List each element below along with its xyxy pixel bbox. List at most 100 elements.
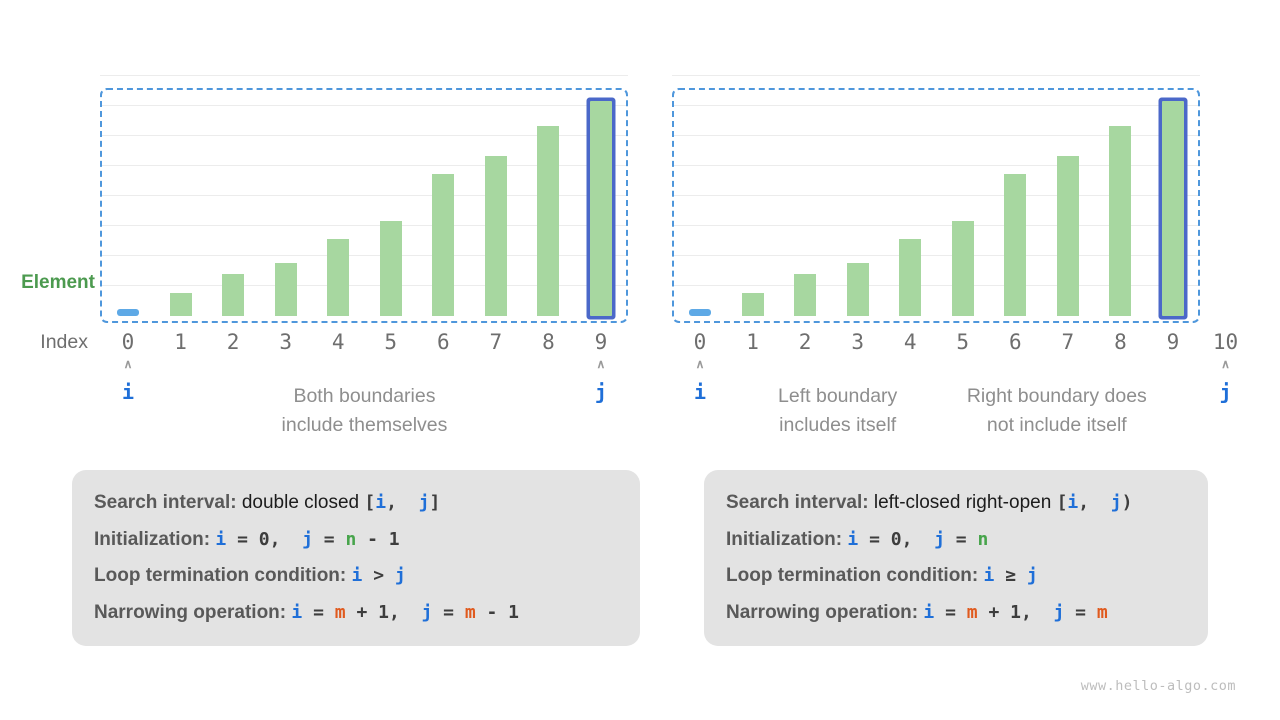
grid-line (672, 75, 1200, 76)
code-var-j: j (421, 601, 433, 623)
rules-panel-left-closed-right-open: Search interval: left-closed right-open … (704, 470, 1208, 646)
value-bar (432, 174, 455, 316)
code-var-m: m (966, 601, 978, 623)
code-var-i: i (983, 565, 995, 586)
grid-line (100, 105, 628, 106)
index-value: 5 (384, 330, 398, 354)
value-bar (741, 293, 764, 316)
code-var-j: j (302, 528, 313, 550)
index-value: 6 (436, 330, 450, 354)
index-value: 2 (798, 330, 812, 354)
code-text: = (934, 601, 967, 623)
pointer-label-i: i (121, 380, 135, 404)
index-value: 2 (226, 330, 240, 354)
grid-line (672, 285, 1200, 286)
code-var-i: i (375, 492, 387, 513)
element-axis-label: Element (21, 272, 95, 293)
value-bar (222, 274, 245, 316)
grid-line (672, 165, 1200, 166)
pointer-label-j: j (594, 380, 607, 404)
rule-row: Loop termination condition: i ≥ j (726, 558, 1208, 595)
rule-label: Initialization: (94, 528, 216, 550)
index-value: 4 (331, 330, 345, 354)
code-text: + 1, (345, 601, 422, 623)
value-bar (274, 263, 297, 316)
pointer-label-i: i (693, 380, 707, 404)
code-text: - 1 (475, 601, 520, 623)
code-var-j: j (394, 565, 406, 586)
code-text: ≥ (994, 565, 1027, 586)
code-text: [ (364, 492, 376, 513)
rule-label: Initialization: (726, 528, 848, 550)
index-value: 3 (851, 330, 864, 354)
rule-row: Initialization: i = 0, j = n (726, 522, 1208, 559)
grid-line (672, 135, 1200, 136)
code-var-m: m (1096, 601, 1108, 623)
code-var-i: i (1067, 492, 1079, 513)
rule-text: double closed (241, 492, 365, 513)
code-var-j: j (1110, 492, 1122, 513)
code-text: [ (1056, 492, 1068, 513)
value-bar (899, 239, 922, 316)
code-text: = (944, 528, 978, 550)
grid-line (100, 165, 628, 166)
index-value: 6 (1008, 330, 1022, 354)
value-bar (379, 221, 402, 316)
code-text: = 0, (858, 528, 935, 550)
code-text: - 1 (356, 528, 400, 550)
value-bar (169, 293, 192, 316)
index-value: 9 (1166, 330, 1180, 354)
rule-label: Loop termination condition: (726, 565, 984, 586)
interval-caption: Left boundary includes itself (698, 382, 978, 440)
grid-line (100, 195, 628, 196)
grid-line (100, 225, 628, 226)
rule-label: Narrowing operation: (94, 601, 292, 623)
index-value: 8 (1114, 330, 1127, 354)
caption-line: Left boundary (778, 385, 898, 407)
chart-left-closed-right-open: 0 1 2 3 4 5 6 7 8 9 10 ∧ i ∧ j Left boundary includes it… (672, 60, 1272, 460)
index-value: 1 (174, 330, 187, 354)
rule-label: Loop termination condition: (94, 565, 352, 586)
code-var-j: j (418, 492, 430, 513)
pointer-label-j: j (1219, 380, 1232, 404)
code-var-m: m (464, 601, 476, 623)
code-text: = (302, 601, 335, 623)
rule-row: Narrowing operation: i = m + 1, j = m - … (94, 595, 640, 632)
code-text: , (386, 492, 419, 513)
grid-line (672, 195, 1200, 196)
code-text: > (362, 565, 395, 586)
value-bar (1056, 156, 1079, 316)
grid-line (100, 135, 628, 136)
value-bar (484, 156, 507, 316)
code-var-i: i (215, 528, 227, 550)
search-interval-box (672, 88, 1200, 323)
index-value: 7 (489, 330, 503, 354)
code-var-j: j (1026, 565, 1038, 586)
value-bar (327, 239, 350, 316)
pointer-caret-icon: ∧ (695, 357, 705, 371)
code-text: = (432, 601, 465, 623)
caption-line: includes itself (779, 414, 897, 436)
grid-line (100, 285, 628, 286)
index-value: 7 (1061, 330, 1075, 354)
index-value: 0 (693, 330, 707, 354)
rule-row: Loop termination condition: i > j (94, 558, 640, 595)
index-value: 8 (542, 330, 555, 354)
index-value: 5 (956, 330, 970, 354)
grid-line (672, 255, 1200, 256)
index-axis-label: Index (40, 331, 88, 353)
value-bar (537, 126, 560, 316)
rule-label: Search interval: (726, 492, 874, 513)
code-var-j: j (1053, 601, 1065, 623)
caption-line: not include itself (986, 414, 1127, 436)
caption-line: Right boundary does (966, 385, 1147, 407)
rules-panel-double-closed: Search interval: double closed [i, j] Ini… (72, 470, 640, 646)
code-var-n: n (977, 528, 989, 550)
chart-double-closed: 0 1 2 3 4 5 6 7 8 9 ∧ i ∧ j Both boundaries include the… (100, 60, 640, 460)
caption-line: include themselves (281, 414, 448, 436)
index-value: 10 (1212, 330, 1239, 354)
index-value: 4 (903, 330, 917, 354)
grid-line (672, 105, 1200, 106)
rule-row: Narrowing operation: i = m + 1, j = m (726, 595, 1208, 632)
